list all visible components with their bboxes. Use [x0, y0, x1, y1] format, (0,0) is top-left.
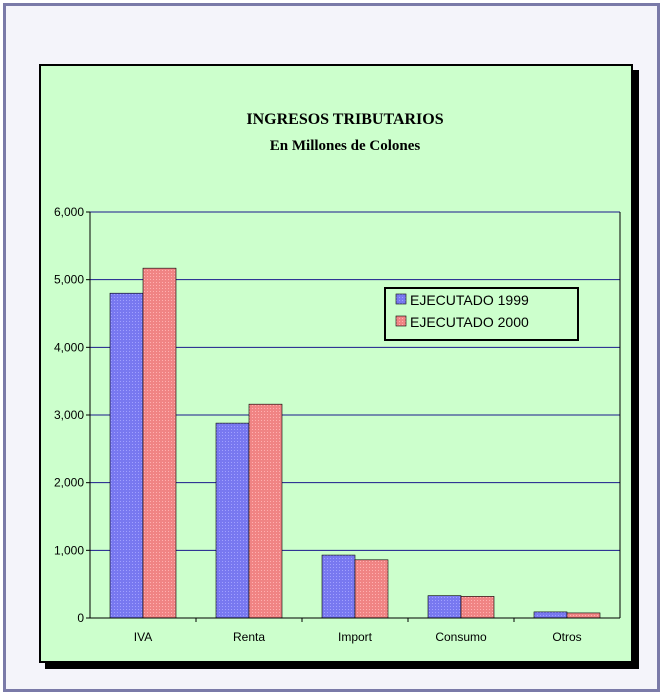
- y-tick-label: 2,000: [54, 476, 84, 490]
- x-tick-label: Otros: [552, 630, 581, 644]
- legend: EJECUTADO 1999 EJECUTADO 2000: [384, 287, 579, 341]
- bar-otros-ejecutado-1999: [533, 611, 568, 619]
- y-tick-label: 6,000: [54, 205, 84, 219]
- y-tick-label: 4,000: [54, 340, 84, 354]
- y-axis-ticks: 0 1,000 2,000 3,000 4,000 5,000 6,000: [54, 205, 90, 625]
- chart-subtitle: En Millones de Colones: [270, 138, 421, 154]
- y-tick-label: 5,000: [54, 273, 84, 287]
- legend-label-2000: EJECUTADO 2000: [410, 314, 529, 330]
- x-tick-label: Renta: [233, 630, 265, 644]
- legend-swatch-1999: [395, 293, 407, 305]
- y-tick-label: 0: [77, 611, 84, 625]
- bar-renta-ejecutado-1999: [215, 422, 250, 619]
- bar-import-ejecutado-1999: [321, 554, 356, 619]
- bar-import-ejecutado-2000: [354, 559, 389, 619]
- y-tick-label: 3,000: [54, 408, 84, 422]
- legend-swatch-2000: [395, 315, 407, 327]
- legend-box: [384, 287, 579, 341]
- gridlines: [90, 211, 620, 551]
- x-tick-label: Consumo: [435, 630, 487, 644]
- bar-renta-ejecutado-2000: [248, 403, 283, 619]
- x-axis-ticks: IVA Renta Import Consumo Otros: [134, 618, 582, 644]
- y-tick-label: 1,000: [54, 543, 84, 557]
- x-tick-label: IVA: [134, 630, 152, 644]
- bar-iva-ejecutado-2000: [142, 267, 177, 619]
- chart-title: INGRESOS TRIBUTARIOS: [246, 111, 443, 128]
- bars: [109, 267, 601, 619]
- bar-otros-ejecutado-2000: [566, 612, 601, 619]
- bar-consumo-ejecutado-1999: [427, 595, 462, 619]
- bar-iva-ejecutado-1999: [109, 292, 144, 619]
- x-tick-label: Import: [338, 630, 373, 644]
- bar-consumo-ejecutado-2000: [460, 596, 495, 619]
- legend-label-1999: EJECUTADO 1999: [410, 292, 529, 308]
